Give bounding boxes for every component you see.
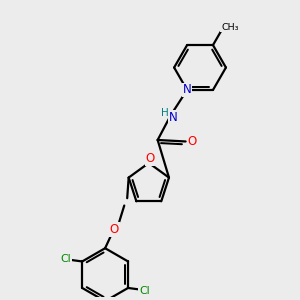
Text: CH₃: CH₃: [221, 22, 239, 32]
Text: O: O: [188, 135, 197, 148]
Text: N: N: [169, 111, 178, 124]
Text: N: N: [183, 83, 191, 97]
Text: O: O: [109, 223, 119, 236]
Text: Cl: Cl: [61, 254, 71, 263]
Text: Cl: Cl: [139, 286, 150, 296]
Text: H: H: [160, 108, 168, 118]
Text: O: O: [146, 152, 155, 165]
